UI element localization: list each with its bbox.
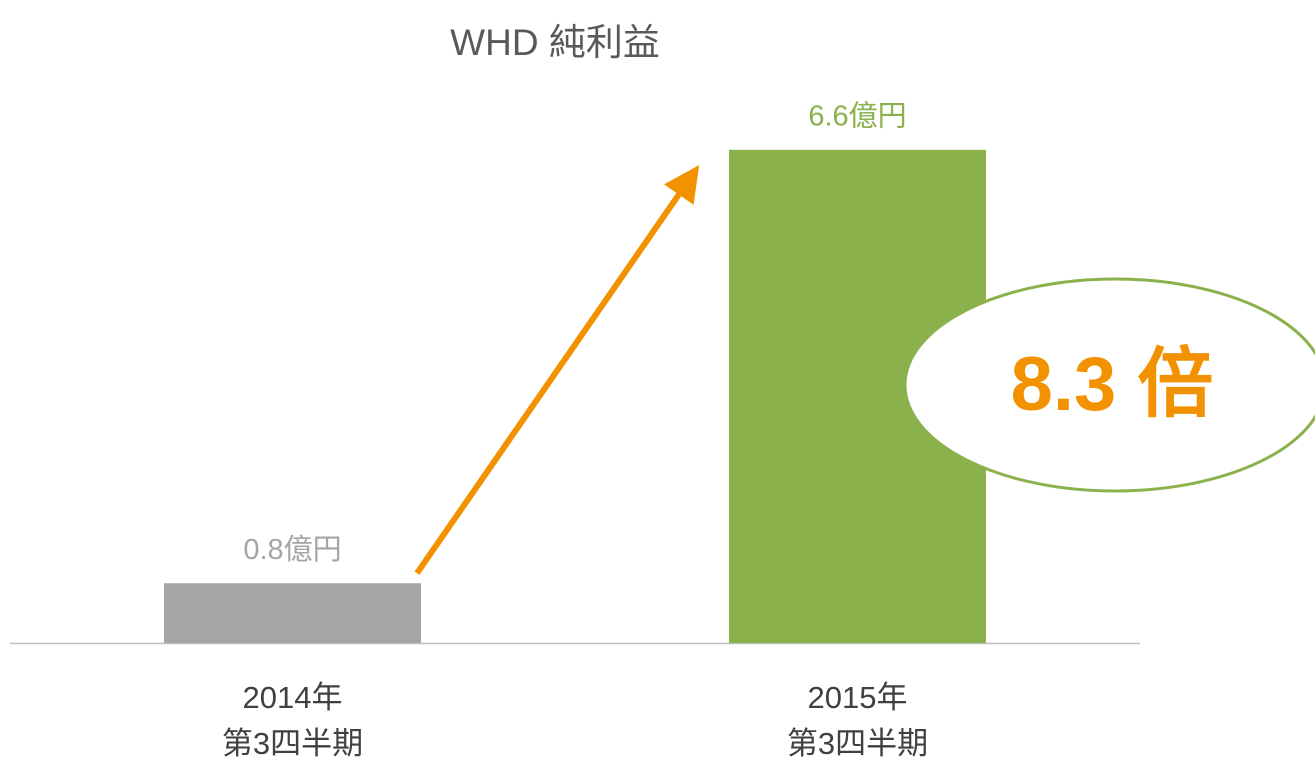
x-tick-label: 2014年 第3四半期 <box>221 680 364 761</box>
callout-ellipse <box>903 277 1315 493</box>
chart-title: WHD 純利益 <box>450 22 660 63</box>
growth-arrow <box>414 165 700 575</box>
value-label: 0.8億円 <box>243 533 341 566</box>
value-label: 6.6億円 <box>808 99 906 132</box>
x-tick-label: 2015年 第3四半期 <box>786 680 929 761</box>
bar <box>164 583 421 643</box>
annotation: 8.3 倍 <box>1011 342 1214 427</box>
